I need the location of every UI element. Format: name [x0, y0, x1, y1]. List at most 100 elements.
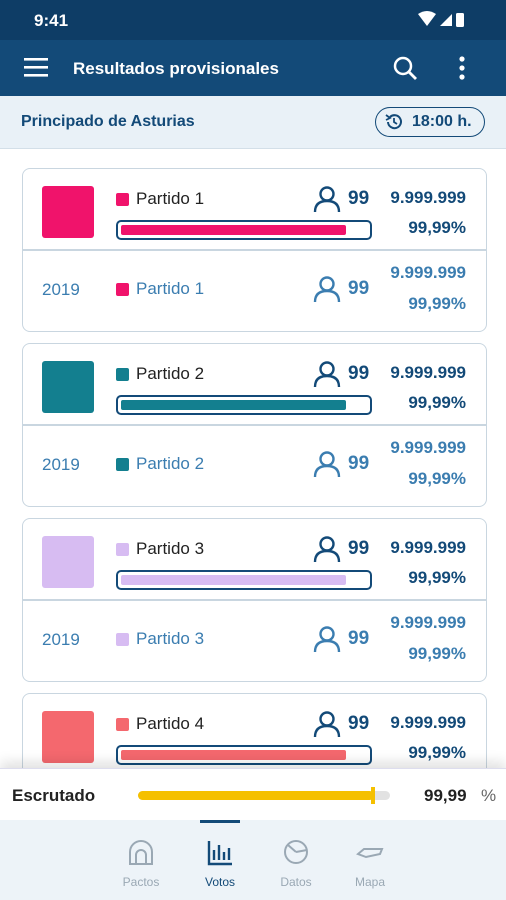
region-bar: Principado de Asturias 18:00 h.: [0, 96, 506, 149]
nav-label: Datos: [280, 875, 312, 889]
percent: 99,99%: [408, 393, 466, 412]
person-icon: [313, 626, 341, 653]
person-icon: [313, 361, 341, 388]
party-swatch: [116, 458, 129, 471]
menu-button[interactable]: [24, 57, 48, 77]
party-logo: [42, 361, 94, 413]
party-swatch: [116, 193, 129, 206]
party-swatch: [116, 543, 129, 556]
percent: 99,99%: [408, 294, 466, 313]
percent: 99,99%: [408, 568, 466, 587]
seats-icon: [313, 535, 341, 563]
scrutiny-bar: Escrutado 99,99 %: [0, 768, 506, 821]
party-swatch: [116, 283, 129, 296]
nav-glyph: [356, 848, 384, 859]
votes: 9.999.999: [390, 263, 466, 282]
time-selector[interactable]: 18:00 h.: [375, 107, 485, 137]
party-name: Partido 2: [136, 454, 205, 473]
party-name: Partido 3: [136, 629, 205, 648]
seats-icon: [313, 450, 341, 478]
party-swatch: [116, 718, 129, 731]
previous-year: 2019: [42, 630, 80, 649]
nav-icon: [127, 838, 155, 866]
nav-glyph: [207, 841, 232, 866]
party-name: Partido 4: [136, 714, 205, 733]
person-icon: [313, 451, 341, 478]
row-separator: [23, 599, 486, 601]
party-logo: [42, 711, 94, 763]
history-icon: [385, 114, 402, 130]
app-bar: Resultados provisionales: [0, 40, 506, 96]
seats-icon: [313, 275, 341, 303]
party-card[interactable]: Partido 2 99 9.999.999 99,99% 2019 Partido 2 9…: [22, 343, 487, 507]
nav-item[interactable]: Mapa: [335, 820, 405, 900]
nav-label: Mapa: [354, 875, 386, 889]
nav-glyph: [284, 840, 308, 864]
vote-bar: [116, 570, 372, 590]
seats: 99: [348, 363, 370, 384]
party-card[interactable]: Partido 3 99 9.999.999 99,99% 2019 Partido 3 9…: [22, 518, 487, 682]
percent: 99,99%: [408, 469, 466, 488]
votes: 9.999.999: [390, 363, 466, 382]
scrutiny-marker: [371, 787, 375, 804]
party-name: Partido 1: [136, 279, 205, 298]
scrutiny-track: [138, 787, 390, 804]
party-name: Partido 1: [136, 189, 205, 208]
seats: 99: [348, 278, 370, 299]
nav-item[interactable]: Pactos: [106, 820, 176, 900]
more-button[interactable]: [457, 56, 467, 82]
results-list: Partido 1 99 9.999.999 99,99% 2019 Partido 1 9…: [0, 149, 506, 820]
nav-glyph: [129, 840, 153, 865]
party-card[interactable]: Partido 1 99 9.999.999 99,99% 2019 Partido 1 9…: [22, 168, 487, 332]
status-bar: 9:41: [0, 0, 506, 40]
nav-item[interactable]: Votos: [185, 820, 255, 900]
seats: 99: [348, 188, 370, 209]
vote-bar: [116, 220, 372, 240]
seats: 99: [348, 538, 370, 559]
time-label: 18:00 h.: [412, 113, 472, 130]
party-swatch: [116, 368, 129, 381]
nav-item[interactable]: Datos: [261, 820, 331, 900]
row-separator: [23, 424, 486, 426]
status-icons: [418, 11, 464, 27]
votes: 9.999.999: [390, 188, 466, 207]
party-logo: [42, 536, 94, 588]
region-name: Principado de Asturias: [21, 113, 195, 130]
votes: 9.999.999: [390, 713, 466, 732]
vote-bar: [116, 745, 372, 765]
vote-bar-fill: [121, 225, 346, 235]
votes: 9.999.999: [390, 538, 466, 557]
seats-icon: [313, 625, 341, 653]
person-icon: [313, 536, 341, 563]
scrutiny-fill: [138, 791, 374, 800]
app-title: Resultados provisionales: [73, 59, 279, 78]
votes: 9.999.999: [390, 613, 466, 632]
scrutiny-label: Escrutado: [12, 786, 96, 805]
nav-icon: [282, 838, 310, 866]
party-name: Partido 3: [136, 539, 205, 558]
nav-icon: [206, 838, 234, 866]
person-icon: [313, 186, 341, 213]
nav-label: Votos: [204, 875, 236, 889]
party-name: Partido 2: [136, 364, 205, 383]
seats: 99: [348, 713, 370, 734]
vote-bar-fill: [121, 400, 346, 410]
nav-icon: [356, 838, 384, 866]
nav-indicator: [200, 820, 240, 823]
person-icon: [313, 711, 341, 738]
percent: 99,99%: [408, 218, 466, 237]
votes: 9.999.999: [390, 438, 466, 457]
previous-year: 2019: [42, 455, 80, 474]
bottom-nav: Pactos Votos Datos Mapa: [0, 820, 506, 900]
vote-bar-fill: [121, 750, 346, 760]
vote-bar: [116, 395, 372, 415]
search-button[interactable]: [393, 56, 419, 82]
seats-icon: [313, 360, 341, 388]
previous-year: 2019: [42, 280, 80, 299]
seats: 99: [348, 453, 370, 474]
seats-icon: [313, 710, 341, 738]
clock: 9:41: [34, 11, 69, 30]
seats-icon: [313, 185, 341, 213]
party-logo: [42, 186, 94, 238]
